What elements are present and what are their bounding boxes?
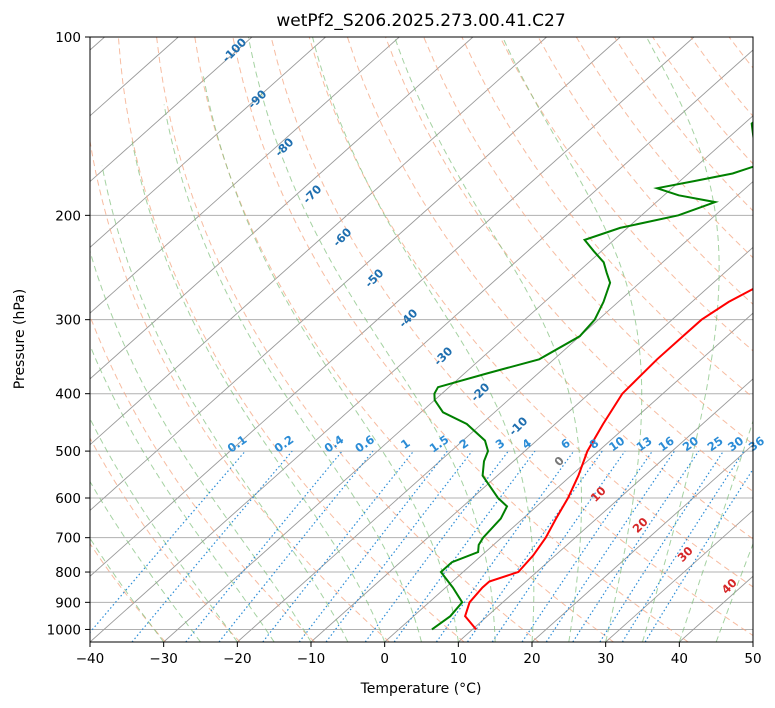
isotherm-line	[90, 37, 400, 314]
plot-frame	[89, 36, 754, 643]
moist-adiabat-line	[678, 419, 753, 642]
isotherm-line	[384, 312, 753, 642]
y-tick-label: 700	[55, 531, 81, 547]
moist-adiabat-line	[131, 141, 386, 642]
moist-adiabat-line	[394, 37, 582, 642]
dry-adiabat-line	[117, 37, 465, 642]
mixing-ratio-line	[545, 450, 675, 642]
isotherm-line	[531, 444, 753, 642]
isotherm-line	[237, 180, 753, 642]
moist-adiabat-line	[642, 37, 720, 642]
x-tick-label: −40	[76, 651, 105, 667]
moist-adiabat-line	[715, 542, 753, 642]
dewpoint-profile	[431, 121, 753, 631]
mixing-ratio-line	[325, 450, 473, 642]
mixing-ratio-line	[599, 450, 724, 642]
mixing-ratio-line	[185, 450, 343, 642]
y-tick-label: 100	[55, 30, 81, 46]
isotherm-line	[90, 37, 474, 380]
x-tick-label: 0	[380, 651, 389, 667]
mixing-ratio-line	[435, 450, 575, 642]
y-tick-label: 1000	[47, 622, 81, 638]
sounding-lines	[431, 121, 753, 631]
axis-ticks: −40 −30 −20 −10 0 10 20 30 40 50 100 200 300 400 500 60…	[47, 30, 762, 667]
plot-area	[90, 37, 753, 642]
y-tick-label: 600	[55, 491, 81, 507]
dry-adiabat-line	[270, 37, 753, 637]
mixing-ratio-line	[521, 450, 653, 642]
dry-adiabat-line	[90, 542, 166, 642]
y-tick-label: 800	[55, 565, 81, 581]
dry-adiabat-line	[156, 37, 540, 642]
isotherm-line	[90, 37, 253, 183]
x-tick-label: −20	[223, 651, 252, 667]
moist-adiabat-line	[312, 37, 535, 642]
dry-adiabat-line	[90, 137, 390, 642]
moist-adiabat-line	[90, 249, 312, 642]
x-tick-label: 50	[744, 651, 761, 667]
moist-adiabat-line	[202, 72, 459, 642]
moist-adiabat-line	[101, 165, 349, 642]
x-tick-label: −10	[297, 651, 326, 667]
y-tick-label: 900	[55, 595, 81, 611]
isotherm-line	[458, 378, 753, 642]
background-lines	[90, 37, 775, 642]
isotherm-line	[310, 246, 753, 642]
mixing-ratio-line	[491, 450, 626, 642]
x-tick-label: 40	[671, 651, 688, 667]
dry-adiabat-line	[232, 37, 689, 642]
moist-adiabat-line	[90, 417, 238, 642]
x-tick-label: 30	[597, 651, 614, 667]
y-tick-label: 500	[55, 444, 81, 460]
y-tick-label: 300	[55, 313, 81, 329]
isotherm-line	[90, 37, 547, 446]
isotherm-line	[90, 37, 326, 248]
isotherm-line	[90, 37, 621, 512]
y-tick-label: 400	[55, 387, 81, 403]
isotherm-line	[90, 37, 695, 577]
x-axis-label: Temperature (°C)	[360, 681, 482, 697]
dry-adiabat-line	[90, 314, 316, 642]
x-tick-label: 10	[450, 651, 467, 667]
mixing-ratio-line	[218, 450, 374, 642]
dry-adiabat-line	[385, 37, 753, 493]
moist-adiabat-line	[90, 344, 275, 642]
x-tick-label: 20	[523, 651, 540, 667]
isotherm-line	[605, 509, 753, 642]
mixing-ratio-line	[621, 450, 745, 642]
y-tick-label: 200	[55, 208, 81, 224]
chart-title: wetPf2_S206.2025.273.00.41.C27	[276, 11, 565, 31]
isotherm-line	[752, 641, 753, 642]
moist-adiabat-line	[90, 480, 201, 642]
mixing-ratio-line	[364, 450, 509, 642]
moist-adiabat-line	[90, 537, 165, 642]
moist-adiabat-line	[163, 104, 422, 642]
moist-adiabat-line	[247, 37, 496, 642]
mixing-ratio-line	[467, 450, 603, 642]
temperature-profile	[463, 287, 753, 631]
moist-adiabat-line	[502, 37, 643, 642]
x-tick-label: −30	[149, 651, 178, 667]
dry-adiabat-line	[767, 37, 775, 642]
y-axis-label: Pressure (hPa)	[12, 289, 28, 389]
mixing-ratio-line	[572, 450, 700, 642]
isotherm-line	[163, 115, 753, 642]
mixing-ratio-line	[131, 450, 293, 642]
